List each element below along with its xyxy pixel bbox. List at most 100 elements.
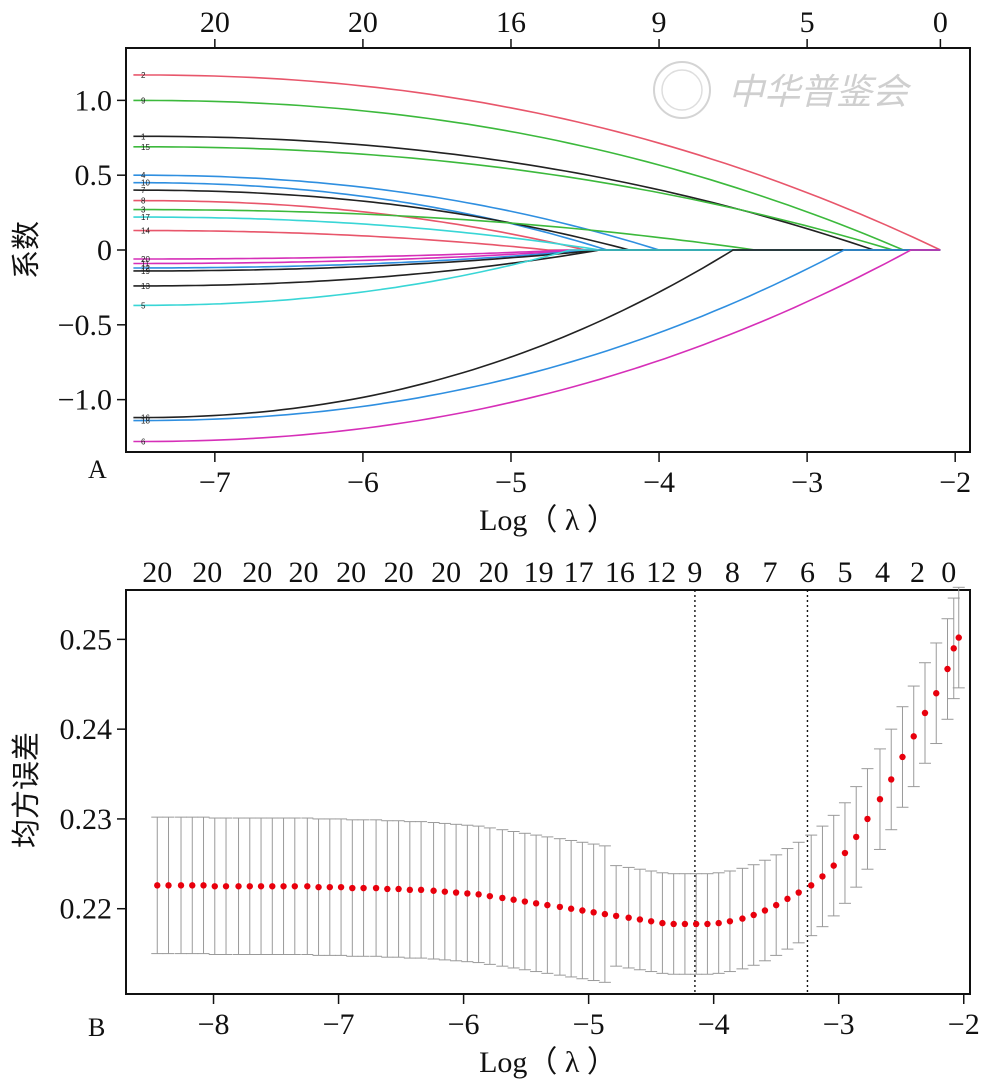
series-label: 12 [141,264,150,273]
coef-path [133,229,941,251]
series-label: 19 [141,267,150,276]
mse-point [876,795,884,803]
mse-point [944,665,951,673]
mse-point [291,883,298,890]
top-tick-label: 0 [941,556,956,589]
x-tick-label: −4 [698,1008,730,1041]
coef-path [133,249,941,272]
mse-point [659,919,666,927]
series-label: 14 [141,227,150,236]
coef-path [133,74,941,251]
coef-path [133,99,941,251]
top-tick-label: 20 [336,556,366,589]
mse-point [372,884,380,892]
coef-path [133,249,941,260]
mse-point [625,914,632,921]
mse-point [395,885,402,893]
coef-path [133,189,941,251]
mse-point [601,910,609,918]
mse-point [384,885,391,893]
series-label: 2 [141,71,146,80]
mse-point [841,849,849,857]
coef-path [133,249,941,269]
panel-a: −7 −6 −5 −4 −3 −220 20 16 9 5 01.00.50−0.5−1.0Log（… [9,6,971,537]
top-tick-label: 8 [725,556,740,589]
series-label: 8 [141,197,146,206]
x-tick-label: −7 [323,1008,355,1041]
mse-point [795,889,802,896]
y-tick-label: 0.24 [60,713,113,746]
mse-point [853,833,860,841]
coef-path [133,249,941,265]
x-tick-label: −6 [448,1008,480,1041]
series-label: 15 [141,143,150,152]
mse-point [360,884,367,892]
mse-point [830,862,837,869]
mse-point [864,815,871,823]
mse-point [510,896,517,903]
top-tick-label: 16 [496,6,526,39]
series-label: 6 [141,438,146,447]
top-tick-label: 20 [348,6,378,39]
mse-point [921,709,929,717]
coef-path [133,249,941,422]
mse-point [337,883,345,891]
mse-point [750,911,757,919]
y-tick-label: 1.0 [75,84,113,117]
top-tick-label: 0 [933,6,948,39]
x-tick-label: −3 [823,1008,855,1041]
top-tick-label: 20 [384,556,414,589]
mse-point [486,892,494,900]
top-tick-label: 20 [289,556,319,589]
top-tick-label: 9 [687,556,702,589]
top-tick-label: 2 [910,556,925,589]
mse-point [326,883,334,891]
mse-point [200,882,207,889]
series-label: 17 [141,213,150,222]
y-tick-label: −0.5 [58,309,112,342]
watermark: 中华普鉴会 [653,61,912,119]
top-tick-label: 20 [142,556,172,589]
mse-point [349,884,356,892]
mse-point [692,920,700,928]
series-label: 11 [141,259,150,268]
mse-point [715,919,722,927]
series-label: 10 [141,179,150,188]
mse-point [950,645,957,652]
mse-point [406,886,414,894]
top-tick-label: 20 [479,556,509,589]
mse-point [430,887,437,894]
mse-point [304,883,311,890]
mse-point [257,883,265,890]
y-tick-label: 0.5 [75,159,113,192]
mse-point [269,883,276,890]
top-tick-label: 4 [875,556,890,589]
x-tick-label: −8 [198,1008,230,1041]
coef-path [133,199,941,251]
x-tick-label: −5 [495,466,527,499]
series-label: 3 [141,206,146,215]
mse-point [808,882,815,889]
mse-point [154,882,161,889]
series-label: 7 [141,186,146,195]
x-tick-label: −5 [573,1008,605,1041]
mse-point [636,916,644,923]
mse-point [772,901,780,909]
mse-point [417,886,425,894]
mse-point [235,883,242,890]
mse-point [280,883,287,890]
mse-point [315,883,322,891]
y-axis-label: 均方误差 [9,732,43,848]
y-tick-label: −1.0 [58,384,112,417]
top-tick-label: 5 [800,6,815,39]
mse-point [475,891,482,898]
coef-path [133,146,941,251]
top-tick-label: 20 [192,556,222,589]
panel-label: A [88,455,107,484]
mse-point [567,905,575,912]
mse-point [739,915,746,922]
coef-path [133,181,941,251]
panel-label: B [88,1013,105,1042]
y-axis-label: 系数 [9,221,43,279]
mse-point [556,903,564,911]
